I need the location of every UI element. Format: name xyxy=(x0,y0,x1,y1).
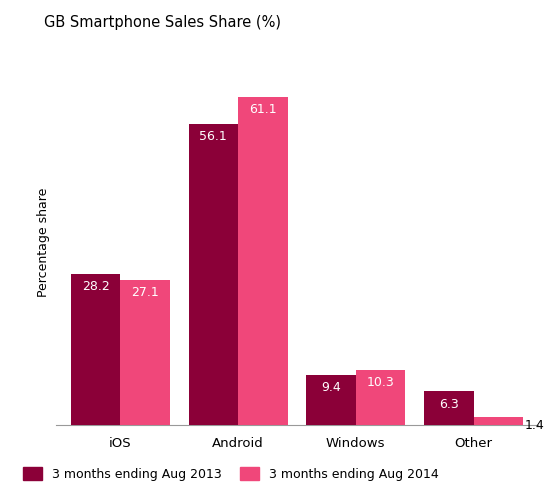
Bar xyxy=(306,374,356,425)
Text: 6.3: 6.3 xyxy=(439,398,459,410)
Text: 9.4: 9.4 xyxy=(321,381,341,394)
Text: 10.3: 10.3 xyxy=(367,376,395,389)
Legend: 3 months ending Aug 2013, 3 months ending Aug 2014: 3 months ending Aug 2013, 3 months endin… xyxy=(23,467,439,481)
Bar xyxy=(424,391,473,425)
Bar xyxy=(71,274,120,425)
Text: GB Smartphone Sales Share (%): GB Smartphone Sales Share (%) xyxy=(44,15,281,30)
Y-axis label: Percentage share: Percentage share xyxy=(37,188,50,297)
Text: 27.1: 27.1 xyxy=(131,286,159,299)
Text: 1.4: 1.4 xyxy=(524,419,544,432)
Bar xyxy=(238,97,287,425)
Text: 61.1: 61.1 xyxy=(249,104,276,117)
Text: 28.2: 28.2 xyxy=(82,280,109,293)
Bar xyxy=(473,418,523,425)
Text: 56.1: 56.1 xyxy=(199,130,227,143)
Bar xyxy=(120,280,170,425)
Bar xyxy=(189,124,238,425)
Bar xyxy=(356,370,405,425)
